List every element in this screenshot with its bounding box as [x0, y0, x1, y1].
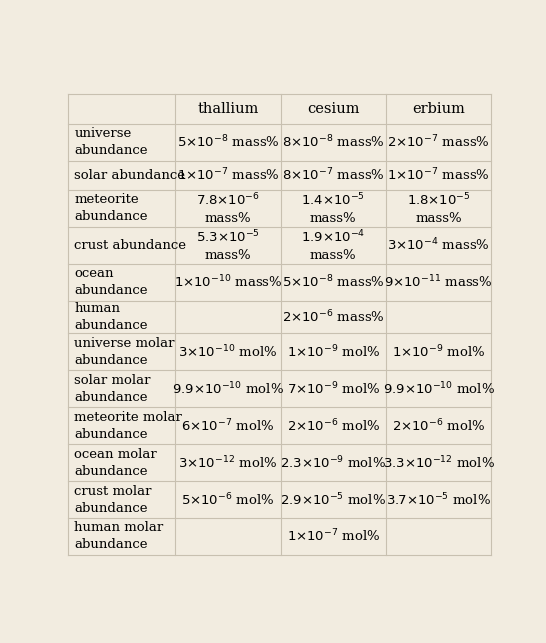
- Text: $1.4{\times}10^{-5}$
mass%: $1.4{\times}10^{-5}$ mass%: [301, 192, 365, 225]
- Text: crust abundance: crust abundance: [74, 239, 186, 252]
- Text: $6{\times}10^{-7}$ mol%: $6{\times}10^{-7}$ mol%: [181, 417, 275, 434]
- Text: $2{\times}10^{-6}$ mol%: $2{\times}10^{-6}$ mol%: [392, 417, 485, 434]
- Text: thallium: thallium: [197, 102, 259, 116]
- Text: human molar
abundance: human molar abundance: [74, 521, 164, 552]
- Text: $2.3{\times}10^{-9}$ mol%: $2.3{\times}10^{-9}$ mol%: [280, 454, 387, 471]
- Text: universe molar
abundance: universe molar abundance: [74, 337, 175, 367]
- Text: $2{\times}10^{-6}$ mol%: $2{\times}10^{-6}$ mol%: [287, 417, 380, 434]
- Text: $3{\times}10^{-12}$ mol%: $3{\times}10^{-12}$ mol%: [178, 454, 277, 471]
- Text: $1.9{\times}10^{-4}$
mass%: $1.9{\times}10^{-4}$ mass%: [301, 229, 365, 262]
- Text: $2.9{\times}10^{-5}$ mol%: $2.9{\times}10^{-5}$ mol%: [280, 491, 387, 508]
- Text: $1{\times}10^{-10}$ mass%: $1{\times}10^{-10}$ mass%: [174, 274, 282, 291]
- Text: $1{\times}10^{-7}$ mass%: $1{\times}10^{-7}$ mass%: [176, 167, 279, 184]
- Text: $7.8{\times}10^{-6}$
mass%: $7.8{\times}10^{-6}$ mass%: [196, 192, 260, 225]
- Text: $1{\times}10^{-7}$ mass%: $1{\times}10^{-7}$ mass%: [387, 167, 490, 184]
- Text: solar molar
abundance: solar molar abundance: [74, 374, 151, 404]
- Text: $5{\times}10^{-6}$ mol%: $5{\times}10^{-6}$ mol%: [181, 491, 275, 508]
- Text: $1.8{\times}10^{-5}$
mass%: $1.8{\times}10^{-5}$ mass%: [407, 192, 471, 225]
- Text: $8{\times}10^{-7}$ mass%: $8{\times}10^{-7}$ mass%: [282, 167, 384, 184]
- Text: $3{\times}10^{-10}$ mol%: $3{\times}10^{-10}$ mol%: [178, 343, 277, 360]
- Text: $1{\times}10^{-9}$ mol%: $1{\times}10^{-9}$ mol%: [287, 343, 380, 360]
- Text: $2{\times}10^{-6}$ mass%: $2{\times}10^{-6}$ mass%: [282, 309, 384, 325]
- Text: $5{\times}10^{-8}$ mass%: $5{\times}10^{-8}$ mass%: [282, 274, 384, 291]
- Text: meteorite
abundance: meteorite abundance: [74, 194, 148, 224]
- Text: ocean
abundance: ocean abundance: [74, 267, 148, 297]
- Text: $1{\times}10^{-9}$ mol%: $1{\times}10^{-9}$ mol%: [392, 343, 485, 360]
- Text: $3.3{\times}10^{-12}$ mol%: $3.3{\times}10^{-12}$ mol%: [383, 454, 495, 471]
- Text: $9.9{\times}10^{-10}$ mol%: $9.9{\times}10^{-10}$ mol%: [383, 380, 495, 397]
- Text: $3{\times}10^{-4}$ mass%: $3{\times}10^{-4}$ mass%: [387, 237, 490, 254]
- Text: $5.3{\times}10^{-5}$
mass%: $5.3{\times}10^{-5}$ mass%: [196, 229, 260, 262]
- Text: human
abundance: human abundance: [74, 302, 148, 332]
- Text: crust molar
abundance: crust molar abundance: [74, 485, 152, 514]
- Text: universe
abundance: universe abundance: [74, 127, 148, 158]
- Text: $1{\times}10^{-7}$ mol%: $1{\times}10^{-7}$ mol%: [287, 528, 380, 545]
- Text: $9.9{\times}10^{-10}$ mol%: $9.9{\times}10^{-10}$ mol%: [172, 380, 284, 397]
- Text: $2{\times}10^{-7}$ mass%: $2{\times}10^{-7}$ mass%: [387, 134, 490, 150]
- Text: meteorite molar
abundance: meteorite molar abundance: [74, 411, 182, 440]
- Text: erbium: erbium: [412, 102, 465, 116]
- Text: $8{\times}10^{-8}$ mass%: $8{\times}10^{-8}$ mass%: [282, 134, 384, 150]
- Text: $5{\times}10^{-8}$ mass%: $5{\times}10^{-8}$ mass%: [176, 134, 279, 150]
- Text: solar abundance: solar abundance: [74, 169, 186, 182]
- Text: $9{\times}10^{-11}$ mass%: $9{\times}10^{-11}$ mass%: [384, 274, 493, 291]
- Text: $3.7{\times}10^{-5}$ mol%: $3.7{\times}10^{-5}$ mol%: [386, 491, 491, 508]
- Text: ocean molar
abundance: ocean molar abundance: [74, 448, 157, 478]
- Text: cesium: cesium: [307, 102, 360, 116]
- Text: $7{\times}10^{-9}$ mol%: $7{\times}10^{-9}$ mol%: [287, 380, 380, 397]
